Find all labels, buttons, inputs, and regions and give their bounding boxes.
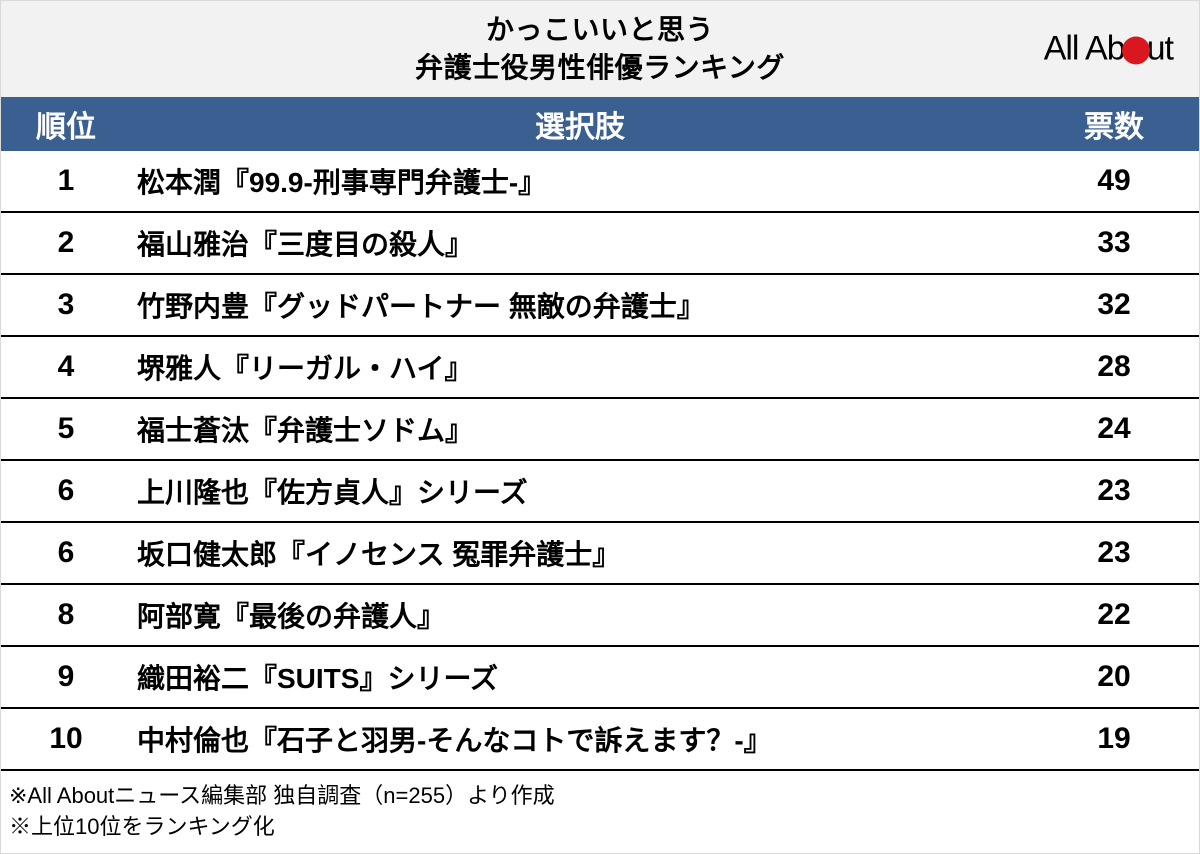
table-row: 2福山雅治『三度目の殺人』33: [1, 213, 1199, 275]
table-row: 8阿部寛『最後の弁護人』22: [1, 585, 1199, 647]
footnote-line: ※上位10位をランキング化: [9, 812, 1191, 843]
title-line-2: 弁護士役男性俳優ランキング: [415, 49, 785, 87]
cell-rank: 10: [1, 722, 131, 756]
cell-votes: 28: [1029, 350, 1199, 384]
cell-votes: 23: [1029, 536, 1199, 570]
cell-votes: 23: [1029, 474, 1199, 508]
cell-rank: 2: [1, 226, 131, 260]
title-line-1: かっこいいと思う: [486, 11, 714, 49]
cell-name: 松本潤『99.9-刑事専門弁護士-』: [131, 161, 1029, 201]
cell-rank: 3: [1, 288, 131, 322]
cell-name: 福山雅治『三度目の殺人』: [131, 223, 1029, 263]
table-row: 9織田裕二『SUITS』シリーズ20: [1, 647, 1199, 709]
cell-votes: 20: [1029, 660, 1199, 694]
cell-rank: 9: [1, 660, 131, 694]
cell-rank: 5: [1, 412, 131, 446]
footnote-line: ※All Aboutニュース編集部 独自調査（n=255）より作成: [9, 781, 1191, 812]
table-row: 3竹野内豊『グッドパートナー 無敵の弁護士』32: [1, 275, 1199, 337]
cell-votes: 33: [1029, 226, 1199, 260]
table-row: 6上川隆也『佐方貞人』シリーズ23: [1, 461, 1199, 523]
cell-rank: 4: [1, 350, 131, 384]
table-row: 4堺雅人『リーガル・ハイ』28: [1, 337, 1199, 399]
cell-name: 堺雅人『リーガル・ハイ』: [131, 347, 1029, 387]
cell-name: 阿部寛『最後の弁護人』: [131, 595, 1029, 635]
logo-dot-icon: [1122, 36, 1150, 64]
col-header-votes: 票数: [1029, 102, 1199, 146]
table-row: 6坂口健太郎『イノセンス 冤罪弁護士』23: [1, 523, 1199, 585]
logo-text-after: ut: [1147, 30, 1173, 69]
ranking-page: かっこいいと思う 弁護士役男性俳優ランキング All Ab ut 順位 選択肢 …: [0, 0, 1200, 854]
title-band: かっこいいと思う 弁護士役男性俳優ランキング All Ab ut: [1, 1, 1199, 97]
cell-rank: 6: [1, 474, 131, 508]
cell-name: 織田裕二『SUITS』シリーズ: [131, 657, 1029, 697]
cell-rank: 1: [1, 164, 131, 198]
footnotes: ※All Aboutニュース編集部 独自調査（n=255）より作成 ※上位10位…: [1, 771, 1199, 843]
logo-text-before: All Ab: [1044, 30, 1125, 69]
cell-name: 坂口健太郎『イノセンス 冤罪弁護士』: [131, 533, 1029, 573]
cell-name: 中村倫也『石子と羽男-そんなコトで訴えます？-』: [131, 719, 1029, 759]
table-body: 1松本潤『99.9-刑事専門弁護士-』492福山雅治『三度目の殺人』333竹野内…: [1, 151, 1199, 771]
cell-rank: 6: [1, 536, 131, 570]
col-header-rank: 順位: [1, 102, 131, 146]
cell-votes: 24: [1029, 412, 1199, 446]
table-row: 10中村倫也『石子と羽男-そんなコトで訴えます？-』19: [1, 709, 1199, 771]
cell-name: 福士蒼汰『弁護士ソドム』: [131, 409, 1029, 449]
cell-name: 竹野内豊『グッドパートナー 無敵の弁護士』: [131, 285, 1029, 325]
table-row: 5福士蒼汰『弁護士ソドム』24: [1, 399, 1199, 461]
cell-votes: 19: [1029, 722, 1199, 756]
table-row: 1松本潤『99.9-刑事専門弁護士-』49: [1, 151, 1199, 213]
cell-rank: 8: [1, 598, 131, 632]
allabout-logo: All Ab ut: [1044, 30, 1173, 69]
table-header: 順位 選択肢 票数: [1, 97, 1199, 151]
cell-name: 上川隆也『佐方貞人』シリーズ: [131, 471, 1029, 511]
cell-votes: 32: [1029, 288, 1199, 322]
cell-votes: 22: [1029, 598, 1199, 632]
col-header-name: 選択肢: [131, 102, 1029, 146]
cell-votes: 49: [1029, 164, 1199, 198]
